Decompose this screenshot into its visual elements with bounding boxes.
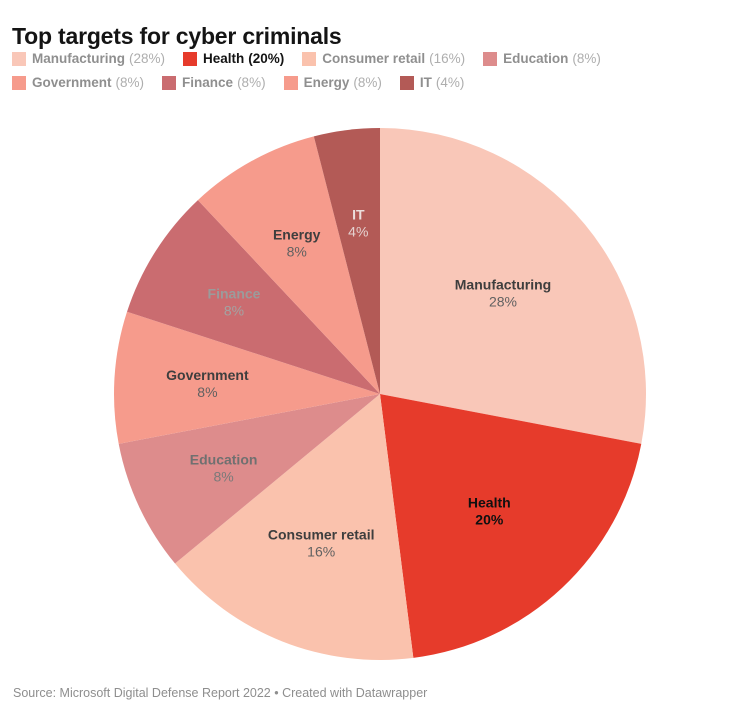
- footer-separator: •: [270, 686, 283, 700]
- pie-slice-energy: [197, 136, 380, 395]
- legend-label: Consumer retail: [322, 51, 426, 67]
- pie-slice-health: [380, 394, 642, 658]
- legend-item-energy: Energy (8%): [283, 75, 382, 91]
- legend-swatch-education: [483, 52, 498, 66]
- slice-label-education: Education 8%: [190, 452, 258, 485]
- legend-item-education: Education (8%): [483, 52, 601, 66]
- legend-swatch-government: [12, 76, 26, 90]
- legend-value: (8%): [572, 51, 601, 67]
- slice-label-manufacturing: Manufacturing 28%: [455, 276, 551, 309]
- legend-value: (8%): [237, 75, 266, 91]
- legend-swatch-energy: [283, 76, 298, 90]
- pie-slice-education: [118, 394, 381, 564]
- legend-label: Finance: [182, 75, 234, 91]
- chart-title: Top targets for cyber criminals: [12, 23, 342, 50]
- legend-item-finance: Finance (8%): [162, 76, 266, 90]
- slice-label-consumer-retail: Consumer retail 16%: [268, 526, 375, 559]
- pie-slice-it: [313, 128, 380, 394]
- legend-swatch-finance: [162, 76, 177, 90]
- pie-slice-finance: [127, 200, 381, 394]
- legend-item-manufacturing: Manufacturing (28%): [12, 52, 165, 66]
- legend-value: (4%): [435, 75, 465, 91]
- legend-item-health: Health (20%): [183, 52, 284, 66]
- pie-slice-consumer-retail: [175, 394, 414, 660]
- legend-value: (20%): [248, 51, 285, 67]
- slice-label-energy: Energy 8%: [273, 227, 321, 260]
- legend-label: Education: [503, 51, 569, 67]
- legend-item-consumer-retail: Consumer retail (16%): [302, 52, 465, 66]
- legend-label: IT: [419, 75, 432, 91]
- legend-swatch-health: [183, 52, 198, 66]
- legend-item-it: IT (4%): [399, 75, 465, 91]
- footer: Source: Microsoft Digital Defense Report…: [13, 686, 427, 700]
- slice-label-it: IT 4%: [348, 207, 368, 240]
- legend-swatch-it: [399, 76, 414, 90]
- slice-label-government: Government 8%: [166, 367, 249, 400]
- legend-label: Energy: [303, 75, 350, 91]
- source-text: Source: Microsoft Digital Defense Report…: [13, 686, 271, 700]
- datawrapper-attribution-link[interactable]: Created with Datawrapper: [282, 686, 428, 700]
- legend-value: (8%): [353, 75, 382, 91]
- legend-value: (8%): [115, 75, 145, 91]
- legend-swatch-consumer-retail: [302, 52, 317, 66]
- legend-label: Manufacturing: [32, 51, 125, 67]
- legend-value: (16%): [429, 51, 466, 67]
- slice-label-finance: Finance 8%: [208, 285, 261, 318]
- legend-swatch-manufacturing: [12, 52, 26, 66]
- pie-slice-government: [113, 311, 381, 444]
- pie-slice-manufacturing: [380, 128, 647, 444]
- legend-label: Health: [203, 51, 245, 67]
- legend-item-government: Government (8%): [12, 76, 144, 90]
- slice-label-health: Health 20%: [468, 494, 511, 527]
- legend-label: Government: [32, 75, 112, 91]
- legend-value: (28%): [129, 51, 166, 67]
- chart-legend: Manufacturing (28%) Health (20%) Consumer re…: [12, 52, 660, 90]
